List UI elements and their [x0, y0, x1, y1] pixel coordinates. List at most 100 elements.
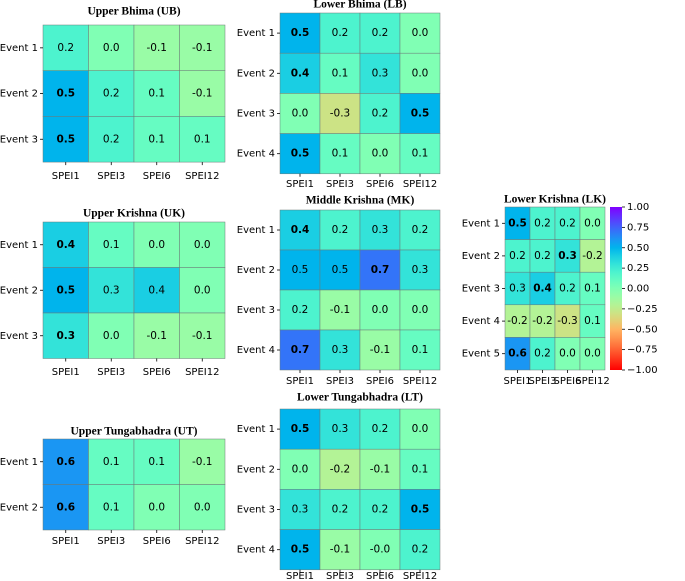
cell-label: -0.2	[582, 250, 603, 262]
heatmap-cell	[529, 206, 556, 240]
x-tick-label: SPEI6	[143, 171, 171, 182]
heatmap-cell	[554, 239, 581, 273]
cell-label: -0.1	[192, 88, 213, 100]
x-tick-label: SPEI3	[326, 376, 354, 387]
colorbar-tick-label: 1.00	[627, 202, 649, 213]
colorbar-tick-label: 0.25	[627, 263, 649, 274]
x-tick-label: SPEI3	[97, 536, 125, 547]
cell-label: 0.1	[412, 344, 429, 356]
cell-label: 0.2	[332, 27, 349, 39]
colorbar	[610, 207, 622, 370]
y-tick-label: Event 4	[237, 345, 275, 356]
x-tick-label: SPEI12	[185, 367, 219, 378]
x-tick-label: SPEI3	[97, 367, 125, 378]
cell-label: 0.4	[291, 67, 310, 79]
colorbar-tick-label: −0.50	[627, 324, 658, 335]
cell-label: 0.2	[372, 27, 389, 39]
cell-label: 0.2	[412, 224, 429, 236]
cell-label: 0.0	[412, 423, 429, 435]
y-tick-label: Event 1	[0, 457, 38, 468]
chart-title: Upper Krishna (UK)	[83, 208, 185, 220]
cell-label: 0.6	[56, 456, 75, 468]
x-tick-label: SPEI1	[503, 376, 531, 387]
y-tick-label: Event 1	[237, 28, 275, 39]
cell-label: 0.0	[372, 148, 389, 160]
heatmap-cell	[504, 337, 531, 371]
x-tick-label: SPEI12	[575, 376, 609, 387]
cell-label: 0.4	[533, 283, 552, 295]
heatmap-cell	[399, 249, 441, 291]
heatmap-cell	[359, 329, 401, 371]
cell-label: 0.0	[584, 217, 601, 229]
cell-label: 0.0	[194, 501, 211, 513]
cell-label: 0.2	[534, 250, 551, 262]
cell-label: 0.0	[412, 304, 429, 316]
cell-label: 0.2	[372, 423, 389, 435]
heatmap-cell	[88, 70, 135, 117]
heatmap-cell	[359, 93, 401, 134]
x-tick-label: SPEI6	[366, 376, 394, 387]
heatmap-cell	[133, 438, 180, 485]
cell-label: 0.0	[412, 67, 429, 79]
x-tick-label: SPEI3	[326, 179, 354, 190]
cell-label: -0.2	[507, 315, 528, 327]
cell-label: 0.3	[103, 284, 120, 296]
heatmap-cell	[319, 93, 361, 134]
heatmap-cell	[359, 209, 401, 251]
y-tick-label: Event 1	[0, 240, 38, 251]
heatmap-cell	[579, 337, 606, 371]
cell-label: 0.0	[194, 239, 211, 251]
x-tick-label: SPEI1	[52, 367, 80, 378]
y-tick-label: Event 1	[462, 218, 500, 229]
chart-title: Lower Tungabhadra (LT)	[297, 392, 423, 404]
heatmap-cell	[359, 52, 401, 94]
cell-label: 0.2	[509, 250, 526, 262]
cell-label: 0.2	[292, 304, 309, 316]
heatmap-cell	[179, 221, 226, 268]
cell-label: 0.0	[148, 501, 165, 513]
cell-label: 0.5	[56, 284, 75, 296]
cell-label: -0.0	[370, 544, 391, 556]
y-tick-label: Event 2	[237, 68, 275, 79]
heatmap-cell	[399, 93, 441, 134]
colorbar-tick-label: −0.75	[627, 345, 658, 356]
cell-label: 0.0	[559, 348, 576, 360]
cell-label: -0.3	[557, 315, 578, 327]
heatmap-cell	[399, 133, 441, 175]
x-tick-label: SPEI12	[403, 376, 437, 387]
heatmap-cell	[579, 304, 606, 338]
heatmap-cell	[319, 529, 361, 571]
heatmap-cell	[319, 249, 361, 291]
y-tick-label: Event 4	[237, 545, 275, 556]
y-tick-label: Event 3	[237, 505, 275, 516]
x-tick-label: SPEI3	[528, 376, 556, 387]
colorbar-tick-label: 0.75	[627, 222, 649, 233]
heatmap-cell	[179, 312, 226, 359]
heatmap-cell	[319, 289, 361, 331]
y-tick-label: Event 1	[237, 424, 275, 435]
cell-label: -0.1	[147, 42, 168, 54]
y-tick-label: Event 3	[462, 284, 500, 295]
cell-label: 0.1	[103, 239, 120, 251]
heatmap-cell	[319, 209, 361, 251]
y-tick-label: Event 3	[237, 109, 275, 120]
y-tick-label: Event 1	[0, 43, 38, 54]
cell-label: 0.1	[194, 133, 211, 145]
y-tick-label: Event 3	[0, 134, 38, 145]
heatmap-cell	[319, 12, 361, 54]
heatmap-cell	[88, 312, 135, 359]
chart-title: Upper Bhima (UB)	[87, 6, 180, 18]
heatmap-cell	[399, 408, 441, 450]
cell-label: 0.5	[291, 544, 310, 556]
heatmap-cell	[179, 484, 226, 531]
heatmap-cell	[179, 438, 226, 485]
colorbar-tick-label: 0.00	[627, 284, 649, 295]
x-tick-label: SPEI12	[185, 536, 219, 547]
cell-label: 0.1	[584, 315, 601, 327]
heatmap-cell	[133, 484, 180, 531]
heatmap-cell	[42, 24, 89, 71]
cell-label: 0.4	[148, 284, 165, 296]
heatmap-cell	[399, 448, 441, 490]
heatmap-cell	[42, 116, 89, 163]
cell-label: 0.6	[56, 501, 75, 513]
